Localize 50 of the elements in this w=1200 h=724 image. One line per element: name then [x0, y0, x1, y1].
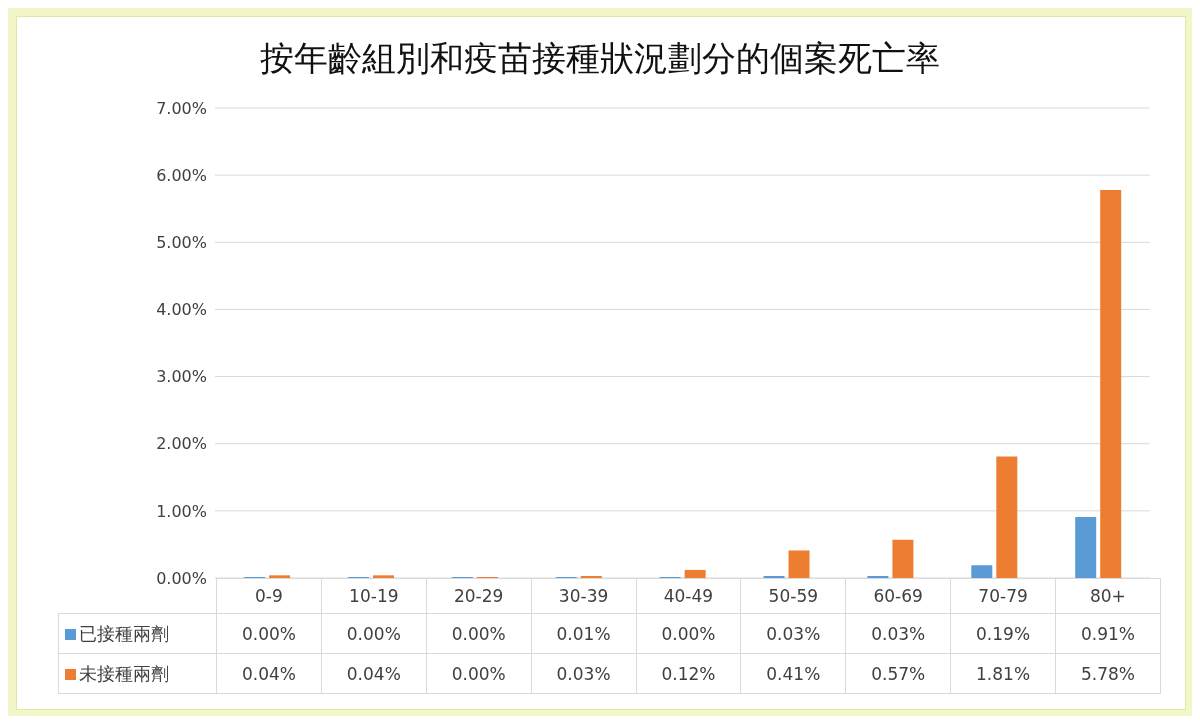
- x-tick-label: 70-79: [950, 578, 1056, 614]
- data-label: 0.00%: [216, 613, 322, 654]
- data-label: 0.41%: [740, 653, 846, 694]
- data-label: 0.01%: [531, 613, 636, 654]
- bar: [867, 575, 889, 578]
- x-tick-label: 50-59: [740, 578, 846, 614]
- data-label: 0.00%: [636, 613, 741, 654]
- data-label: 0.57%: [845, 653, 951, 694]
- data-label: 0.00%: [426, 653, 532, 694]
- data-label: 0.03%: [845, 613, 951, 654]
- bar: [763, 575, 785, 578]
- x-tick-label: 60-69: [845, 578, 951, 614]
- bar: [892, 539, 914, 578]
- x-tick-label: 10-19: [321, 578, 427, 614]
- bar: [580, 575, 602, 578]
- bar: [372, 575, 394, 578]
- data-label: 5.78%: [1055, 653, 1161, 694]
- bar: [788, 550, 810, 578]
- bar: [269, 575, 291, 578]
- data-label: 0.03%: [531, 653, 636, 694]
- data-label: 0.00%: [426, 613, 532, 654]
- data-label: 1.81%: [950, 653, 1056, 694]
- chart-title: 按年齡組別和疫苗接種狀況劃分的個案死亡率: [259, 39, 941, 79]
- y-tick-label: 1.00%: [156, 501, 207, 521]
- y-tick-label: 4.00%: [156, 300, 207, 320]
- data-label: 0.00%: [321, 613, 427, 654]
- y-tick-label: 6.00%: [156, 165, 207, 185]
- legend-label: 未接種兩劑: [79, 662, 169, 684]
- data-label: 0.03%: [740, 613, 846, 654]
- data-label: 0.19%: [950, 613, 1056, 654]
- x-tick-label: 0-9: [216, 578, 322, 614]
- y-tick-label: 0.00%: [156, 568, 207, 588]
- x-tick-label: 40-49: [636, 578, 741, 614]
- x-tick-label: 30-39: [531, 578, 636, 614]
- y-tick-label: 5.00%: [156, 232, 207, 252]
- y-tick-label: 3.00%: [156, 367, 207, 387]
- data-label: 0.12%: [636, 653, 741, 694]
- data-label: 0.91%: [1055, 613, 1161, 654]
- bar: [1075, 516, 1097, 578]
- x-tick-label: 20-29: [426, 578, 532, 614]
- legend-label: 已接種兩劑: [79, 622, 169, 644]
- data-label: 0.04%: [321, 653, 427, 694]
- bar: [1100, 189, 1122, 578]
- bar: [684, 569, 706, 578]
- bar: [996, 456, 1018, 578]
- y-tick-label: 7.00%: [156, 98, 207, 118]
- bar: [971, 565, 993, 578]
- x-tick-label: 80+: [1055, 578, 1161, 614]
- y-tick-label: 2.00%: [156, 434, 207, 454]
- data-label: 0.04%: [216, 653, 322, 694]
